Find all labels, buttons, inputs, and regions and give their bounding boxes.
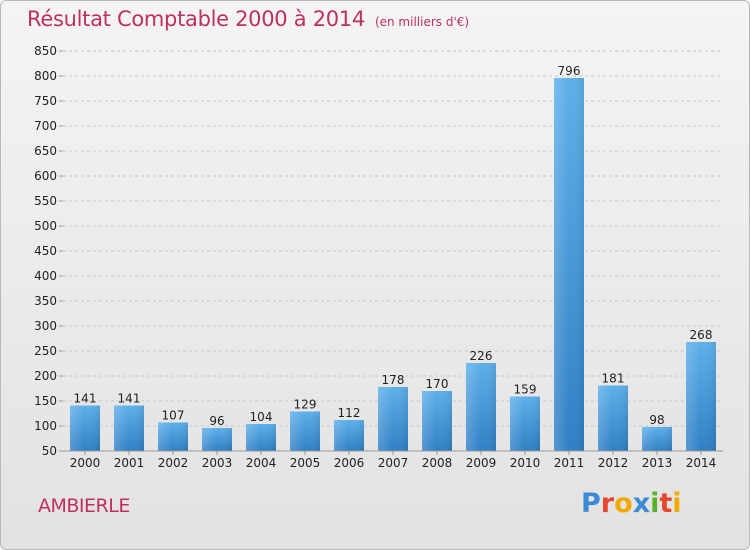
x-tick-label: 2006 [334, 456, 365, 470]
x-tick-label: 2008 [422, 456, 453, 470]
bar-shade [686, 342, 716, 451]
x-tick-label: 2010 [510, 456, 541, 470]
bar-shade [202, 428, 232, 451]
data-label: 96 [209, 414, 224, 428]
x-tick-label: 2011 [554, 456, 585, 470]
bar-shade [422, 391, 452, 451]
x-tick-label: 2001 [114, 456, 145, 470]
y-axis-ticks: 50 100 150 200 250 300 350 400 450 500 550 600 650 70… [34, 44, 63, 458]
data-label: 129 [294, 398, 317, 412]
y-tick-label: 200 [34, 369, 57, 383]
bar-shade [642, 427, 672, 451]
x-tick-label: 2002 [158, 456, 189, 470]
bar-shade [378, 387, 408, 451]
data-label: 796 [558, 64, 581, 78]
place-name: AMBIERLE [38, 495, 130, 517]
x-tick-label: 2003 [202, 456, 233, 470]
y-tick-label: 250 [34, 344, 57, 358]
logo-letter: o [614, 488, 633, 519]
bar-shade [114, 405, 144, 451]
data-label: 141 [118, 392, 141, 406]
x-tick-label: 2009 [466, 456, 497, 470]
y-tick-label: 600 [34, 169, 57, 183]
x-axis-ticks: 2000 2001 2002 2003 2004 2005 2006 2007 2008 2009… [70, 451, 717, 470]
y-tick-label: 550 [34, 194, 57, 208]
bars [70, 78, 716, 451]
x-tick-label: 2014 [686, 456, 717, 470]
logo-letter: r [600, 488, 615, 519]
y-tick-label: 400 [34, 269, 57, 283]
proxiti-logo: Proxiti [581, 488, 682, 519]
y-tick-label: 800 [34, 69, 57, 83]
data-label: 98 [649, 413, 664, 427]
x-tick-label: 2012 [598, 456, 629, 470]
x-tick-label: 2004 [246, 456, 277, 470]
y-tick-label: 750 [34, 94, 57, 108]
x-tick-label: 2000 [70, 456, 101, 470]
x-tick-label: 2007 [378, 456, 409, 470]
bar-shade [290, 411, 320, 451]
x-tick-label: 2013 [642, 456, 673, 470]
bar-shade [334, 420, 364, 451]
y-tick-label: 350 [34, 294, 57, 308]
logo-letter: i [650, 488, 660, 519]
data-label: 107 [162, 409, 185, 423]
data-label: 178 [382, 373, 405, 387]
bar-shade [158, 422, 188, 451]
logo-letter: P [581, 488, 601, 519]
bar-shade [554, 78, 584, 451]
y-tick-label: 850 [34, 44, 57, 58]
data-label: 226 [470, 349, 493, 363]
y-tick-label: 650 [34, 144, 57, 158]
data-label: 104 [250, 410, 273, 424]
data-label: 268 [690, 328, 713, 342]
y-tick-label: 500 [34, 219, 57, 233]
logo-letter: t [659, 488, 673, 519]
bar-shade [598, 385, 628, 451]
chart-title: Résultat Comptable 2000 à 2014 (en millie… [27, 7, 469, 31]
logo-letter: i [672, 488, 682, 519]
bar-shade [70, 405, 100, 451]
y-tick-label: 300 [34, 319, 57, 333]
data-label: 181 [602, 372, 625, 386]
y-tick-label: 450 [34, 244, 57, 258]
y-tick-label: 50 [42, 444, 57, 458]
bar-shade [510, 396, 540, 451]
data-labels: 141 141 107 96 104 129 112 178 170 226 159 796 181 98… [74, 64, 713, 428]
bar-shade [246, 424, 276, 451]
data-label: 141 [74, 392, 97, 406]
y-tick-label: 150 [34, 394, 57, 408]
data-label: 112 [338, 406, 361, 420]
title-text: Résultat Comptable 2000 à 2014 [27, 7, 365, 31]
x-tick-label: 2005 [290, 456, 321, 470]
data-label: 159 [514, 383, 537, 397]
data-label: 170 [426, 377, 449, 391]
bar-shade [466, 363, 496, 451]
y-tick-label: 100 [34, 419, 57, 433]
chart-subtitle: (en milliers d'€) [374, 15, 470, 29]
y-tick-label: 700 [34, 119, 57, 133]
logo-letter: x [632, 488, 651, 519]
